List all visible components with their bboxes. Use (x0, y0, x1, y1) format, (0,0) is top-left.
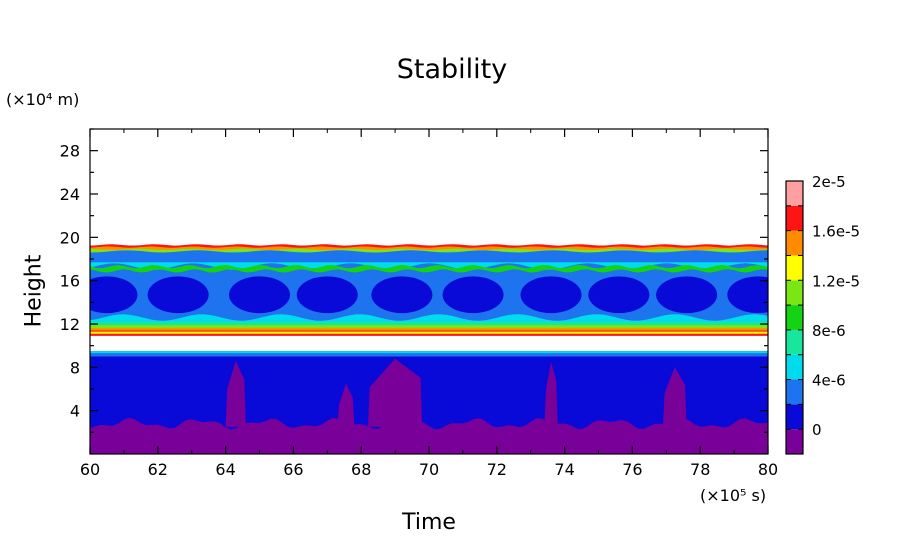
x-axis: 60 62 64 66 68 70 72 74 76 78 80 (80, 129, 778, 479)
x-tick-label: 80 (758, 460, 778, 479)
x-tick-label: 64 (215, 460, 235, 479)
x-tick-label: 76 (622, 460, 642, 479)
contour-dark-blue-lobe (296, 276, 358, 314)
contour-upper-green-streak (90, 265, 768, 273)
contour-dark-blue-lobe (520, 276, 582, 314)
contour-dark-blue-lobe (656, 276, 718, 314)
colorbar-swatch (786, 230, 803, 256)
contour-dark-blue-lobe (228, 276, 291, 314)
colorbar-label: 8e-6 (812, 322, 846, 340)
colorbar-swatch (786, 404, 803, 430)
x-axis-unit: (×10⁵ s) (700, 486, 767, 505)
colorbar-swatch (786, 205, 803, 231)
contour-purple-plume (544, 361, 558, 427)
colorbar-label: 1.2e-5 (812, 272, 860, 290)
contour-fills (90, 244, 768, 454)
contour-dark-blue-lobe (727, 276, 768, 314)
colorbar-swatch (786, 255, 803, 281)
x-tick-label: 60 (80, 460, 100, 479)
colorbar-swatch (786, 181, 803, 206)
contour-purple-plume (662, 367, 687, 427)
contour-dark-blue-lobe (147, 276, 209, 314)
y-tick-label: 20 (60, 228, 80, 247)
colorbar-border (785, 180, 804, 455)
contour-purple-plume (337, 383, 355, 427)
contour-dark-blue-lobe (588, 276, 650, 314)
colorbar-label: 0 (812, 421, 822, 439)
colorbar-swatch (786, 429, 803, 454)
colorbar-label: 2e-5 (812, 173, 846, 191)
contour-dark-blue-lobe (371, 276, 433, 314)
y-tick-label: 28 (60, 142, 80, 161)
x-tick-label: 68 (351, 460, 371, 479)
y-tick-label: 4 (70, 402, 80, 421)
y-tick-label: 12 (60, 315, 80, 334)
chart-title: Stability (396, 54, 508, 85)
contour-lower-top-edge (90, 353, 768, 357)
contour-purple-plume (225, 360, 246, 427)
colorbar-swatch (786, 329, 803, 355)
colorbar: 2e-5 1.6e-5 1.2e-5 8e-6 4e-6 0 (785, 173, 860, 455)
contour-lower-top-edge-cyan (90, 351, 768, 354)
x-tick-label: 66 (283, 460, 303, 479)
contour-dark-blue-lobe (90, 276, 138, 314)
colorbar-swatch (786, 379, 803, 405)
colorbar-label: 1.6e-5 (812, 223, 860, 241)
y-tick-label: 24 (60, 185, 80, 204)
contour-lower-purple (90, 417, 768, 454)
colorbar-swatch (786, 280, 803, 306)
colorbar-label: 4e-6 (812, 372, 846, 390)
contour-upper-top-blue (90, 250, 768, 263)
contour-dark-blue-lobe (442, 276, 504, 314)
y-axis: 4 8 12 16 20 24 28 (60, 128, 768, 433)
colorbar-swatch (786, 305, 803, 330)
y-tick-label: 16 (60, 272, 80, 291)
y-tick-label: 8 (70, 358, 80, 377)
x-tick-label: 70 (419, 460, 439, 479)
x-tick-label: 72 (487, 460, 507, 479)
x-tick-label: 78 (690, 460, 710, 479)
x-tick-label: 62 (148, 460, 168, 479)
y-axis-unit: (×10⁴ m) (6, 90, 80, 109)
contour-purple-plume (367, 358, 423, 427)
x-axis-label: Time (402, 510, 456, 535)
colorbar-swatch (786, 354, 803, 380)
x-tick-label: 74 (554, 460, 574, 479)
